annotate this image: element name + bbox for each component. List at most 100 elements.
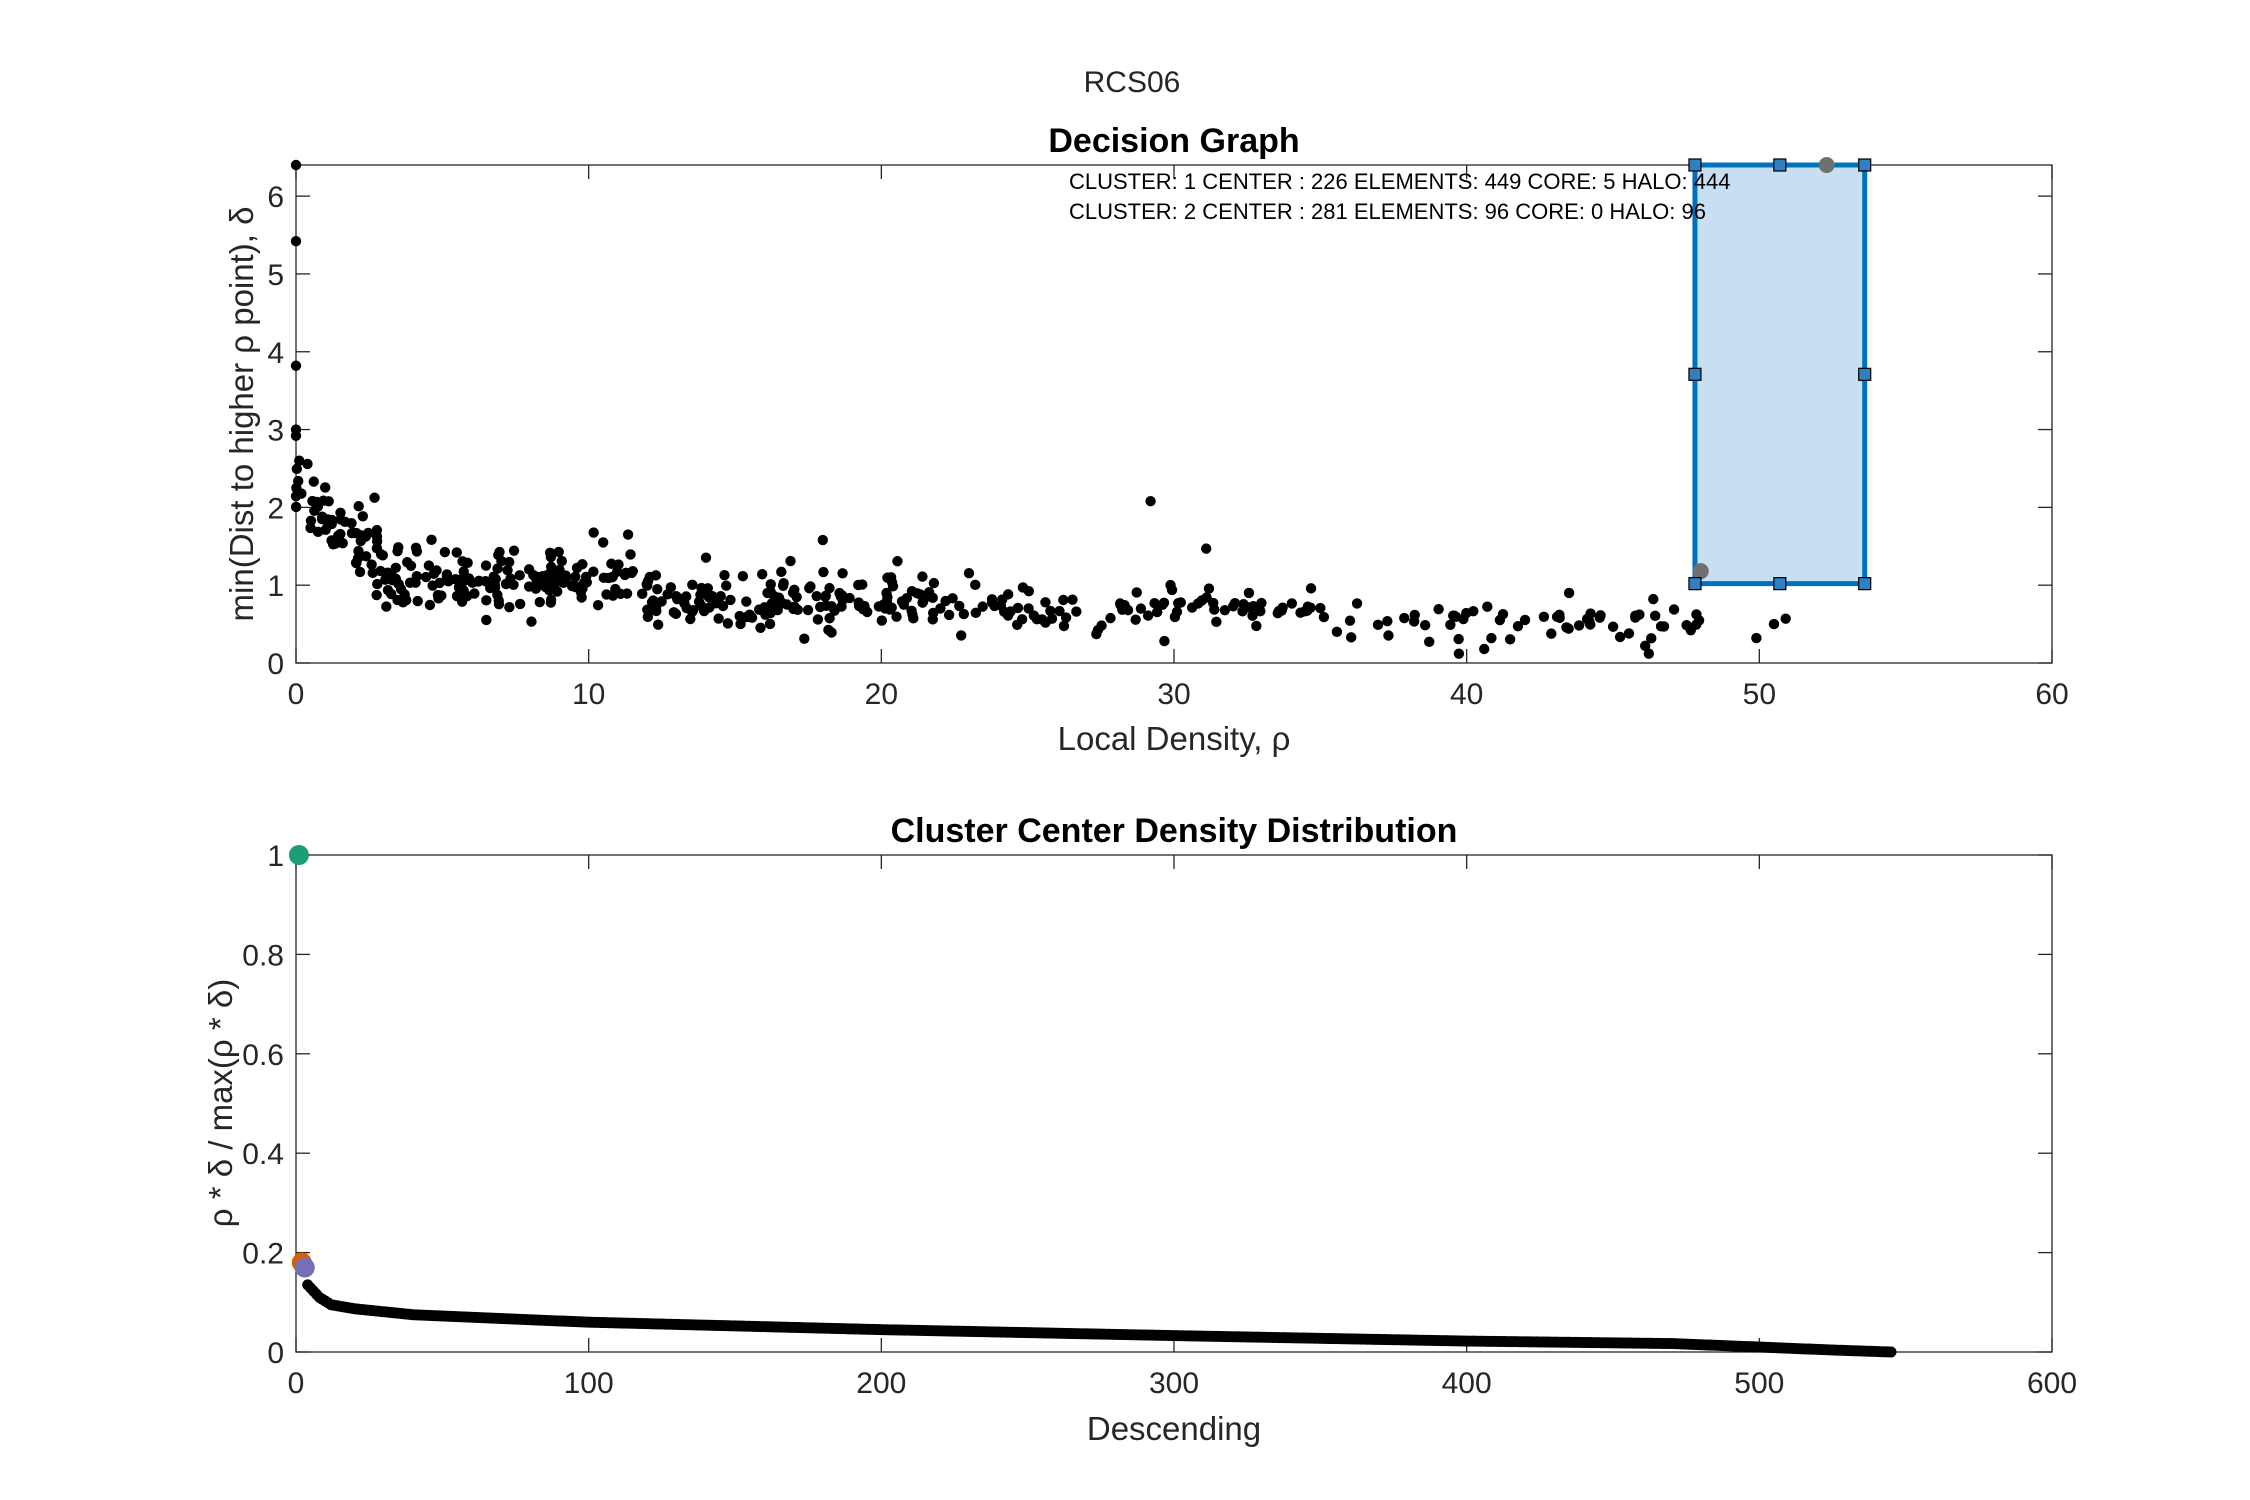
data-point (488, 571, 499, 582)
data-point (621, 588, 633, 599)
data-point (371, 589, 382, 601)
data-point (707, 591, 718, 602)
data-point (363, 527, 374, 539)
x-tick-label: 500 (1734, 1367, 1784, 1400)
data-point (652, 619, 664, 630)
y-tick-label: 6 (267, 181, 284, 214)
data-point (765, 579, 776, 590)
data-point (1067, 594, 1078, 605)
data-point (1255, 605, 1266, 617)
data-point (753, 604, 765, 615)
data-point (721, 580, 732, 591)
selection-box[interactable] (1692, 162, 1868, 587)
data-point (1419, 619, 1431, 631)
data-point (1145, 495, 1156, 507)
data-point (1305, 583, 1317, 594)
data-point (1331, 626, 1343, 638)
resize-handle[interactable] (1688, 577, 1702, 591)
data-point (1142, 610, 1154, 621)
x-tick-label: 40 (1450, 678, 1483, 711)
data-point (1681, 619, 1692, 631)
data-point (1751, 632, 1762, 644)
data-point (493, 595, 504, 606)
selection-rectangle[interactable] (1688, 157, 1872, 591)
data-point (908, 613, 919, 624)
data-point (493, 549, 504, 561)
resize-handle[interactable] (1858, 158, 1872, 172)
data-point (514, 570, 525, 581)
data-point (713, 613, 724, 624)
data-point (928, 577, 940, 589)
data-point (1445, 619, 1456, 630)
data-point (652, 583, 663, 595)
resize-handle[interactable] (1688, 158, 1702, 172)
data-point (1504, 634, 1516, 645)
y-tick-label: 0 (267, 648, 284, 681)
resize-handle[interactable] (1773, 577, 1787, 591)
y-tick-label: 0.6 (242, 1039, 284, 1072)
data-point (305, 515, 317, 527)
data-point (505, 573, 516, 584)
data-point (651, 605, 662, 617)
data-point (1634, 609, 1645, 620)
data-point (619, 569, 631, 581)
data-point (715, 591, 726, 602)
data-point (320, 524, 331, 535)
data-point (1479, 643, 1490, 655)
data-point (1002, 610, 1014, 621)
data-point (1639, 640, 1651, 652)
x-tick-label: 600 (2027, 1367, 2077, 1400)
data-point (1318, 611, 1330, 623)
x-tick-label: 10 (572, 678, 605, 711)
data-point (545, 561, 557, 573)
data-point (970, 579, 981, 591)
density-distribution-ylabel: ρ * δ / max(ρ * δ) (202, 979, 239, 1227)
data-point (698, 605, 710, 617)
resize-handle[interactable] (1773, 158, 1787, 172)
data-point (354, 566, 366, 578)
data-point (791, 591, 802, 603)
data-point (371, 535, 383, 547)
data-point (1409, 609, 1420, 621)
data-point (1649, 610, 1661, 622)
data-point (741, 596, 752, 607)
data-point (656, 596, 667, 607)
resize-handle[interactable] (1858, 577, 1872, 591)
data-point (1563, 587, 1575, 599)
resize-handle[interactable] (1858, 367, 1872, 381)
data-point (1315, 602, 1326, 614)
decision-graph-xlabel: Local Density, ρ (1058, 720, 1291, 757)
data-point (1655, 621, 1667, 632)
data-point (367, 567, 378, 579)
resize-handle[interactable] (1688, 367, 1702, 381)
data-point (1016, 614, 1028, 625)
y-tick-label: 1 (267, 840, 284, 873)
data-point (1251, 620, 1262, 632)
data-point (1203, 583, 1215, 594)
data-point (1219, 605, 1231, 616)
data-point (504, 602, 515, 613)
data-point (1135, 603, 1147, 614)
data-point (977, 601, 988, 612)
y-tick-label: 0.2 (242, 1238, 284, 1271)
decision-graph-ticks: 0 10 20 30 40 50 60 0 1 2 3 4 5 6 (267, 165, 2069, 711)
data-point (1573, 620, 1585, 631)
data-point (611, 566, 623, 577)
data-point (1299, 606, 1311, 617)
data-point (826, 627, 837, 638)
data-point (291, 463, 303, 475)
data-point (353, 500, 364, 512)
data-point (853, 579, 864, 591)
data-point (577, 583, 588, 594)
data-point (744, 609, 755, 620)
data-point (1646, 633, 1657, 644)
data-point (1648, 593, 1659, 605)
data-point (577, 559, 588, 570)
data-point (986, 594, 998, 605)
data-point (769, 601, 780, 612)
data-point (294, 455, 305, 466)
decision-graph-ylabel: min(Dist to higher ρ point), δ (223, 207, 260, 622)
data-point (627, 566, 638, 577)
data-point (636, 588, 648, 600)
